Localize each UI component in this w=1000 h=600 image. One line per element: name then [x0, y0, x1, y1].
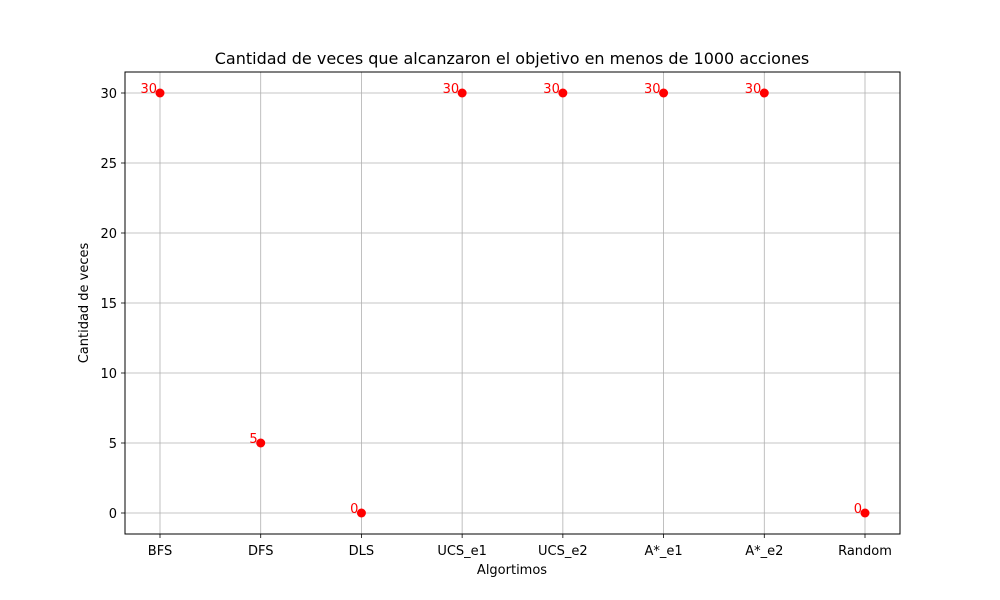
data-label: 30	[644, 82, 661, 97]
x-tick-label: A*_e1	[644, 544, 682, 559]
data-points	[155, 88, 870, 518]
data-point	[759, 88, 769, 98]
x-axis-label: Algortimos	[477, 563, 547, 578]
data-label: 5	[249, 432, 257, 447]
y-tick-label: 15	[100, 297, 117, 312]
x-tick-label: Random	[838, 544, 892, 559]
x-tick-label: BFS	[148, 544, 172, 559]
data-label: 30	[140, 82, 157, 97]
y-tick-label: 25	[100, 157, 117, 172]
y-axis-label: Cantidad de veces	[77, 242, 92, 363]
data-label: 0	[350, 502, 358, 517]
x-axis-ticks: BFS DFS DLS UCS_e1 UCS_e2 A*_e1 A*_e2 Random	[148, 534, 892, 559]
grid	[125, 72, 900, 534]
y-tick-label: 10	[100, 367, 117, 382]
data-point	[256, 438, 266, 448]
data-labels: 30 5 0 30 30 30 30 0	[140, 82, 862, 517]
data-point	[155, 88, 165, 98]
data-label: 30	[745, 82, 762, 97]
data-point	[860, 508, 870, 518]
data-point	[558, 88, 568, 98]
y-tick-label: 20	[100, 227, 117, 242]
y-axis-ticks: 0 5 10 15 20 25 30	[100, 87, 125, 522]
x-tick-label: DLS	[349, 544, 375, 559]
x-tick-label: UCS_e2	[538, 544, 588, 559]
data-label: 30	[443, 82, 460, 97]
data-label: 30	[543, 82, 560, 97]
x-tick-label: UCS_e1	[437, 544, 487, 559]
data-label: 0	[854, 502, 862, 517]
data-point	[457, 88, 467, 98]
data-point	[659, 88, 669, 98]
x-tick-label: A*_e2	[745, 544, 783, 559]
data-point	[356, 508, 366, 518]
y-tick-label: 30	[100, 87, 117, 102]
y-tick-label: 5	[109, 437, 117, 452]
x-tick-label: DFS	[248, 544, 274, 559]
chart-title: Cantidad de veces que alcanzaron el obje…	[215, 49, 810, 68]
y-tick-label: 0	[109, 507, 117, 522]
